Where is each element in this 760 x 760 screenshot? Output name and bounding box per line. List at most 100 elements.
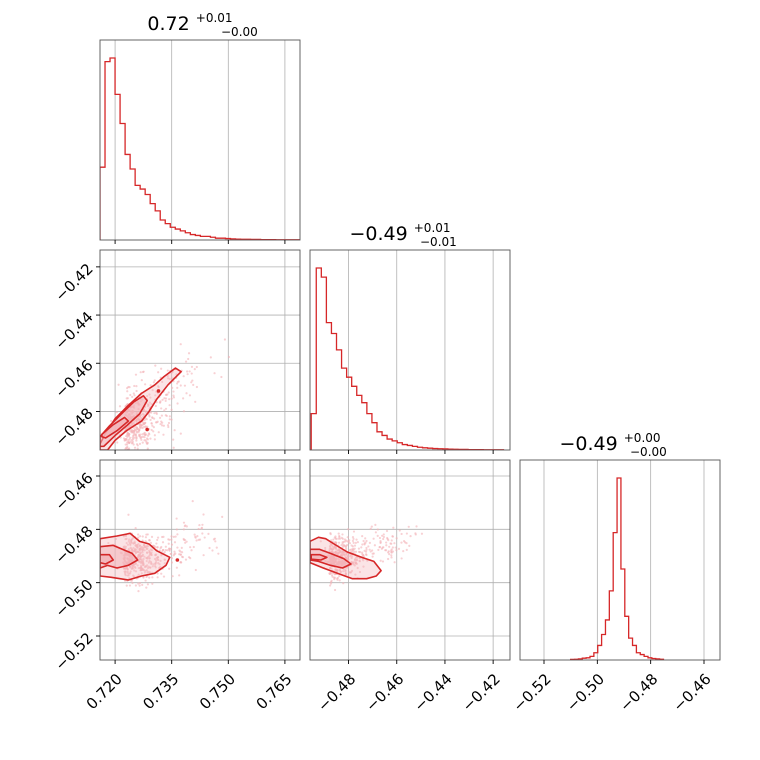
scatter-point: [367, 545, 370, 548]
scatter-point: [159, 422, 162, 426]
scatter-point: [127, 441, 131, 444]
scatter-point: [153, 557, 157, 561]
scatter-point: [332, 576, 336, 579]
scatter-point: [152, 563, 155, 566]
scatter-point: [169, 552, 172, 556]
scatter-point: [152, 417, 156, 420]
scatter-point: [148, 538, 151, 542]
scatter-point: [145, 433, 148, 436]
scatter-point: [149, 566, 152, 569]
title-param-1-median: −0.49: [349, 223, 407, 245]
scatter-point: [128, 386, 131, 389]
scatter-point: [127, 547, 130, 551]
scatter-point: [197, 527, 200, 531]
scatter-point: [134, 562, 137, 565]
scatter-point: [132, 392, 135, 395]
scatter-point: [170, 538, 173, 541]
scatter-point: [336, 551, 340, 554]
scatter-point: [194, 535, 197, 538]
scatter-point: [338, 548, 341, 551]
scatter-point: [133, 446, 137, 449]
scatter-point: [402, 550, 405, 553]
scatter-point: [173, 550, 176, 553]
scatter-point: [159, 401, 162, 404]
scatter-point: [134, 570, 138, 573]
scatter-point: [387, 557, 390, 561]
scatter-point: [158, 566, 161, 569]
scatter-point: [138, 442, 142, 446]
scatter-point: [213, 372, 216, 375]
scatter-point: [142, 435, 145, 438]
histogram-step-line: [570, 477, 665, 660]
scatter-point: [307, 559, 309, 561]
scatter-point: [390, 539, 393, 542]
scatter-point: [159, 559, 162, 562]
scatter-point: [126, 441, 129, 444]
scatter-point: [362, 559, 365, 562]
scatter-point: [155, 542, 158, 545]
scatter-point: [163, 558, 167, 561]
scatter-point: [198, 523, 201, 527]
scatter-point: [342, 582, 345, 585]
scatter-point: [194, 568, 197, 572]
scatter-point: [330, 543, 333, 546]
scatter-point: [149, 548, 153, 551]
scatter-point: [138, 548, 141, 551]
scatter-point: [129, 454, 131, 456]
scatter-point: [186, 373, 189, 376]
panel-frame: [309, 459, 511, 661]
scatter-point: [178, 553, 181, 556]
scatter-point: [190, 372, 193, 375]
scatter-point: [149, 437, 152, 440]
scatter-point: [379, 541, 382, 544]
scatter-panel-2-1: [307, 459, 511, 664]
scatter-point: [154, 364, 157, 367]
scatter-point: [335, 537, 338, 541]
scatter-point: [385, 544, 388, 547]
scatter-point: [170, 561, 174, 564]
scatter-point: [215, 546, 218, 549]
scatter-point: [360, 546, 363, 549]
scatter-point: [184, 541, 187, 544]
scatter-point: [352, 541, 355, 544]
scatter-point: [388, 553, 391, 556]
scatter-point: [132, 546, 135, 550]
scatter-point: [180, 561, 183, 564]
scatter-point: [348, 542, 352, 545]
scatter-point: [194, 400, 197, 403]
scatter-point: [208, 546, 211, 550]
scatter-point: [161, 398, 164, 401]
scatter-point: [353, 564, 356, 567]
scatter-point: [176, 386, 179, 389]
scatter-point: [190, 549, 193, 552]
scatter-point: [381, 560, 385, 563]
scatter-point: [138, 584, 141, 587]
scatter-point: [355, 559, 358, 562]
scatter-point: [373, 544, 376, 547]
scatter-point: [145, 569, 148, 572]
scatter-point: [196, 535, 199, 538]
density-contours: [310, 536, 382, 580]
scatter-point: [151, 424, 154, 427]
scatter-point: [372, 537, 375, 540]
scatter-point: [161, 541, 165, 544]
scatter-point: [362, 554, 365, 557]
scatter-point: [329, 566, 332, 570]
scatter-point: [135, 385, 138, 388]
scatter-point: [148, 433, 151, 436]
scatter-point: [126, 567, 129, 570]
scatter-point: [346, 536, 349, 539]
x-tick-label: 0.765: [253, 670, 296, 713]
scatter-point: [201, 532, 204, 535]
scatter-point: [144, 540, 147, 543]
scatter-point: [220, 375, 223, 379]
scatter-point: [352, 537, 355, 541]
scatter-point: [346, 557, 349, 561]
scatter-panel-2-0: [96, 459, 301, 664]
scatter-point: [400, 541, 403, 544]
scatter-point: [136, 444, 139, 447]
y-tick-label: −0.46: [51, 469, 96, 514]
scatter-point: [154, 562, 157, 565]
scatter-point: [150, 461, 152, 463]
scatter-point: [189, 546, 192, 549]
